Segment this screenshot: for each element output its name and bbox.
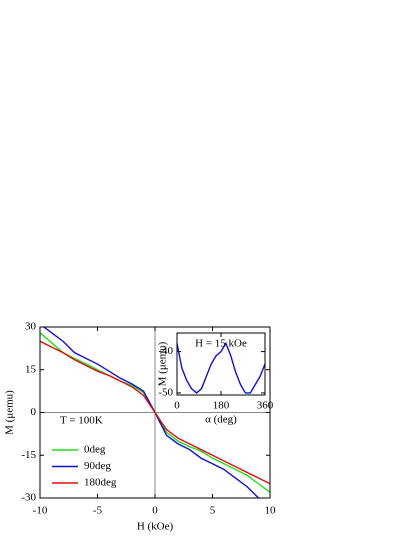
x-axis-label: H (kOe) xyxy=(137,521,174,533)
data-line xyxy=(40,340,270,485)
y-tick-label: 0 xyxy=(31,406,37,418)
y-tick-label: -30 xyxy=(21,492,36,504)
y-tick-label: 30 xyxy=(25,321,37,333)
plot-frame xyxy=(176,332,266,396)
x-axis-label: α (deg) xyxy=(205,414,237,426)
x-tick-label: 5 xyxy=(210,505,216,517)
y-axis-label: M (μemu) xyxy=(4,390,16,435)
plot-frame xyxy=(39,326,271,499)
annotation: T = 100K xyxy=(60,415,103,427)
x-tick-label: 0 xyxy=(152,505,158,517)
y-tick-label: 15 xyxy=(25,363,37,375)
y-tick-label: -15 xyxy=(21,449,36,461)
legend-label: 180deg xyxy=(84,477,117,489)
y-tick-label: -40 xyxy=(158,345,173,357)
x-tick-label: 0 xyxy=(174,400,180,412)
legend-label: 0deg xyxy=(84,444,106,456)
annotation: H = 15 kOe xyxy=(195,338,247,350)
legend-label: 90deg xyxy=(84,460,111,472)
inset-background xyxy=(177,333,265,395)
x-tick-label: 10 xyxy=(265,505,277,517)
y-axis-label: M (μemu) xyxy=(157,341,169,386)
x-tick-label: -5 xyxy=(93,505,103,517)
x-tick-label: 180 xyxy=(213,400,230,412)
data-line xyxy=(177,341,265,394)
y-tick-label: -50 xyxy=(158,386,173,398)
x-tick-label: -10 xyxy=(33,505,48,517)
x-tick-label: 360 xyxy=(257,400,274,412)
